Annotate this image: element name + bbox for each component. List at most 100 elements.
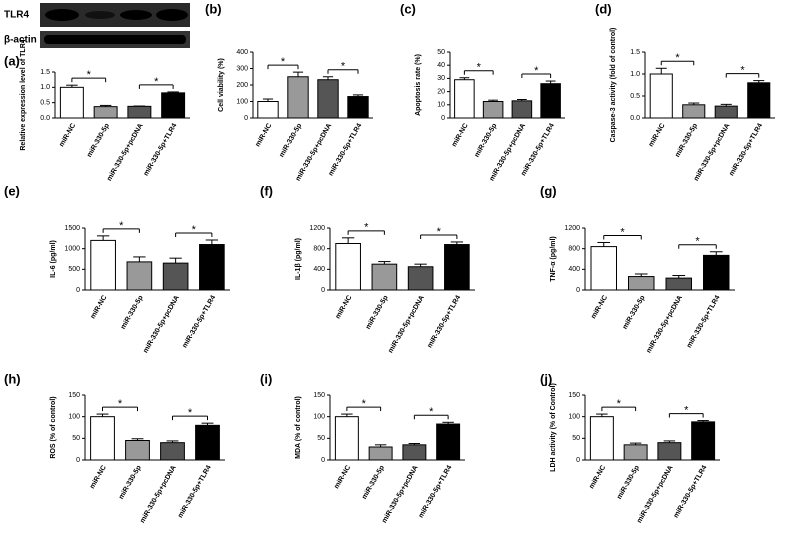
y-tick-label: 0 bbox=[244, 115, 248, 122]
x-tick-label: miR-330-5p+TLR4 bbox=[328, 122, 364, 177]
x-tick-label: miR-330-5p bbox=[86, 122, 111, 158]
bar bbox=[287, 76, 309, 119]
x-tick-label: miR-330-5p+pcDNA bbox=[387, 294, 426, 354]
significance-label: * bbox=[188, 407, 193, 419]
y-tick-label: 0 bbox=[576, 457, 580, 464]
x-tick-label: miR-330-5p bbox=[118, 464, 143, 500]
bar bbox=[127, 105, 152, 119]
significance-label: * bbox=[281, 56, 286, 68]
y-tick-label: 50 bbox=[437, 49, 445, 56]
x-tick-label: miR-NC bbox=[333, 464, 352, 490]
bar bbox=[371, 263, 398, 291]
significance-label: * bbox=[362, 398, 367, 410]
panel-label: (a) bbox=[4, 53, 20, 68]
y-tick-label: 150 bbox=[68, 392, 80, 399]
bar bbox=[623, 444, 648, 461]
band bbox=[44, 35, 186, 44]
significance-label: * bbox=[695, 236, 700, 248]
y-tick-label: 0.0 bbox=[40, 115, 50, 122]
x-tick-label: miR-330-5p+TLR4 bbox=[520, 122, 556, 177]
y-tick-label: 1.5 bbox=[40, 69, 50, 76]
y-tick-label: 1.0 bbox=[40, 84, 50, 91]
significance-label: * bbox=[154, 76, 159, 88]
x-tick-label: miR-NC bbox=[648, 122, 667, 148]
bar bbox=[665, 277, 692, 291]
significance-label: * bbox=[620, 226, 625, 238]
bar bbox=[444, 244, 470, 291]
y-tick-label: 400 bbox=[236, 49, 248, 56]
bar bbox=[161, 92, 186, 119]
panel-label: (c) bbox=[400, 1, 416, 16]
band bbox=[45, 9, 79, 21]
blot-label: TLR4 bbox=[4, 10, 29, 21]
significance-label: * bbox=[740, 65, 745, 77]
bar bbox=[402, 444, 427, 461]
bar bbox=[589, 416, 614, 461]
bar bbox=[257, 101, 279, 119]
y-axis-label: Cell viability (%) bbox=[218, 58, 225, 112]
x-tick-label: miR-330-5p bbox=[622, 294, 647, 330]
y-tick-label: 0 bbox=[576, 287, 580, 294]
x-tick-label: miR-NC bbox=[90, 294, 109, 320]
y-tick-label: 1.0 bbox=[630, 71, 640, 78]
significance-label: * bbox=[534, 65, 539, 77]
blot-label: β-actin bbox=[4, 35, 37, 46]
significance-label: * bbox=[119, 220, 124, 232]
y-tick-label: 50 bbox=[317, 435, 325, 442]
bar bbox=[93, 106, 118, 119]
x-tick-label: miR-330-5p+pcDNA bbox=[645, 294, 684, 354]
significance-label: * bbox=[437, 226, 442, 238]
y-axis-label: MDA (% of control) bbox=[295, 396, 302, 459]
y-tick-label: 1500 bbox=[64, 225, 80, 232]
y-tick-label: 1200 bbox=[564, 225, 580, 232]
x-tick-label: miR-330-5p+TLR4 bbox=[686, 294, 722, 349]
y-tick-label: 800 bbox=[568, 246, 580, 253]
bar bbox=[162, 262, 189, 291]
y-axis-label: Relative expression level of TLR4 bbox=[20, 39, 27, 150]
x-tick-label: miR-NC bbox=[254, 122, 273, 148]
x-tick-label: miR-330-5p bbox=[674, 122, 699, 158]
x-tick-label: miR-330-5p+pcDNA bbox=[693, 122, 732, 182]
significance-label: * bbox=[429, 406, 434, 418]
x-tick-label: miR-330-5p+TLR4 bbox=[181, 294, 217, 349]
y-axis-label: ROS (% of control) bbox=[50, 396, 57, 458]
x-tick-label: miR-NC bbox=[588, 464, 607, 490]
y-tick-label: 40 bbox=[437, 62, 445, 69]
bar bbox=[90, 239, 116, 291]
band bbox=[120, 10, 152, 20]
y-tick-label: 0 bbox=[321, 287, 325, 294]
bar bbox=[657, 442, 682, 461]
bar bbox=[59, 86, 84, 119]
x-tick-label: miR-330-5p+pcDNA bbox=[381, 464, 420, 524]
x-tick-label: miR-330-5p+TLR4 bbox=[728, 122, 764, 177]
bar bbox=[335, 243, 361, 291]
x-tick-label: miR-330-5p+TLR4 bbox=[143, 122, 179, 177]
panel-label: (e) bbox=[4, 183, 20, 198]
significance-label: * bbox=[192, 224, 197, 236]
significance-label: * bbox=[341, 61, 346, 73]
bar bbox=[682, 104, 706, 119]
significance-label: * bbox=[675, 52, 680, 64]
y-tick-label: 30 bbox=[437, 75, 445, 82]
bar bbox=[540, 83, 561, 119]
bar bbox=[90, 416, 115, 461]
y-axis-label: Apoptosis rate (%) bbox=[415, 54, 422, 116]
significance-label: * bbox=[617, 398, 622, 410]
x-tick-label: miR-330-5p+pcDNA bbox=[636, 464, 675, 524]
bar bbox=[407, 266, 434, 291]
panel-label: (i) bbox=[260, 371, 272, 386]
bar bbox=[436, 423, 461, 461]
y-tick-label: 150 bbox=[313, 392, 325, 399]
x-tick-label: miR-330-5p+TLR4 bbox=[177, 464, 213, 519]
x-tick-label: miR-330-5p+pcDNA bbox=[142, 294, 181, 354]
panel-label: (h) bbox=[4, 371, 21, 386]
panel-label: (g) bbox=[540, 183, 557, 198]
y-tick-label: 800 bbox=[313, 246, 325, 253]
band bbox=[156, 9, 188, 21]
y-tick-label: 0 bbox=[76, 457, 80, 464]
x-tick-label: miR-330-5p bbox=[365, 294, 390, 330]
y-tick-label: 0.0 bbox=[630, 115, 640, 122]
y-axis-label: IL-1β (pg/ml) bbox=[295, 238, 302, 280]
bar bbox=[454, 79, 475, 119]
